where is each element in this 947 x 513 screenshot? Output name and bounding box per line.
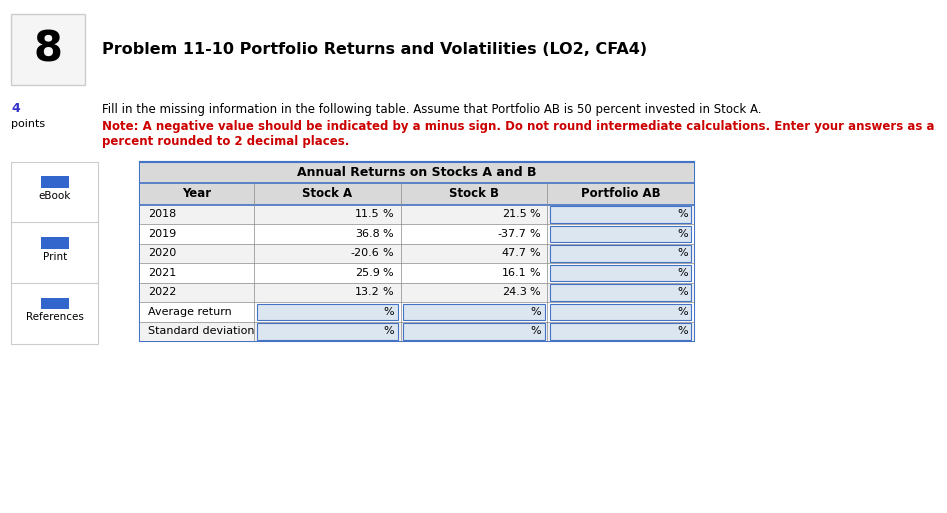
Text: %: % (383, 248, 393, 259)
Text: 11.5: 11.5 (355, 209, 380, 220)
Text: points: points (11, 120, 45, 129)
Text: 2022: 2022 (148, 287, 176, 298)
Text: 4: 4 (11, 103, 20, 115)
Text: Average return: Average return (148, 307, 231, 317)
Text: 2018: 2018 (148, 209, 176, 220)
Text: Standard deviation: Standard deviation (148, 326, 254, 337)
Text: 36.8: 36.8 (355, 229, 380, 239)
Text: 2020: 2020 (148, 248, 176, 259)
Text: 25.9: 25.9 (355, 268, 380, 278)
Text: 2019: 2019 (148, 229, 176, 239)
Text: %: % (677, 326, 688, 337)
Text: %: % (529, 287, 540, 298)
Text: %: % (383, 287, 393, 298)
Text: 24.3: 24.3 (502, 287, 527, 298)
Text: %: % (529, 248, 540, 259)
Text: Print: Print (43, 252, 67, 262)
Text: %: % (383, 268, 393, 278)
Text: 21.5: 21.5 (502, 209, 527, 220)
Text: eBook: eBook (39, 191, 71, 201)
Text: Problem 11-10 Portfolio Returns and Volatilities (LO2, CFA4): Problem 11-10 Portfolio Returns and Vola… (102, 42, 648, 57)
Text: %: % (384, 307, 394, 317)
Text: %: % (384, 326, 394, 337)
Text: %: % (677, 268, 688, 278)
Text: 2021: 2021 (148, 268, 176, 278)
Text: %: % (677, 287, 688, 298)
Text: References: References (26, 312, 84, 323)
Text: %: % (677, 307, 688, 317)
Text: %: % (529, 209, 540, 220)
Text: -20.6: -20.6 (351, 248, 380, 259)
Text: %: % (530, 307, 541, 317)
Text: %: % (677, 209, 688, 220)
Text: %: % (677, 248, 688, 259)
Text: %: % (529, 229, 540, 239)
Text: Note: A negative value should be indicated by a minus sign. Do not round interme: Note: A negative value should be indicat… (102, 121, 935, 133)
Text: %: % (677, 229, 688, 239)
Text: Stock A: Stock A (302, 187, 352, 201)
Text: %: % (383, 209, 393, 220)
Text: Portfolio AB: Portfolio AB (581, 187, 661, 201)
Text: Fill in the missing information in the following table. Assume that Portfolio AB: Fill in the missing information in the f… (102, 104, 761, 116)
Text: %: % (383, 229, 393, 239)
Text: Stock B: Stock B (449, 187, 499, 201)
Text: percent rounded to 2 decimal places.: percent rounded to 2 decimal places. (102, 135, 349, 148)
Text: 16.1: 16.1 (502, 268, 527, 278)
Text: %: % (529, 268, 540, 278)
Text: Year: Year (183, 187, 211, 201)
Text: 13.2: 13.2 (355, 287, 380, 298)
Text: 47.7: 47.7 (502, 248, 527, 259)
Text: 8: 8 (34, 28, 63, 70)
Text: %: % (530, 326, 541, 337)
Text: -37.7: -37.7 (497, 229, 527, 239)
Text: Annual Returns on Stocks A and B: Annual Returns on Stocks A and B (297, 166, 537, 179)
